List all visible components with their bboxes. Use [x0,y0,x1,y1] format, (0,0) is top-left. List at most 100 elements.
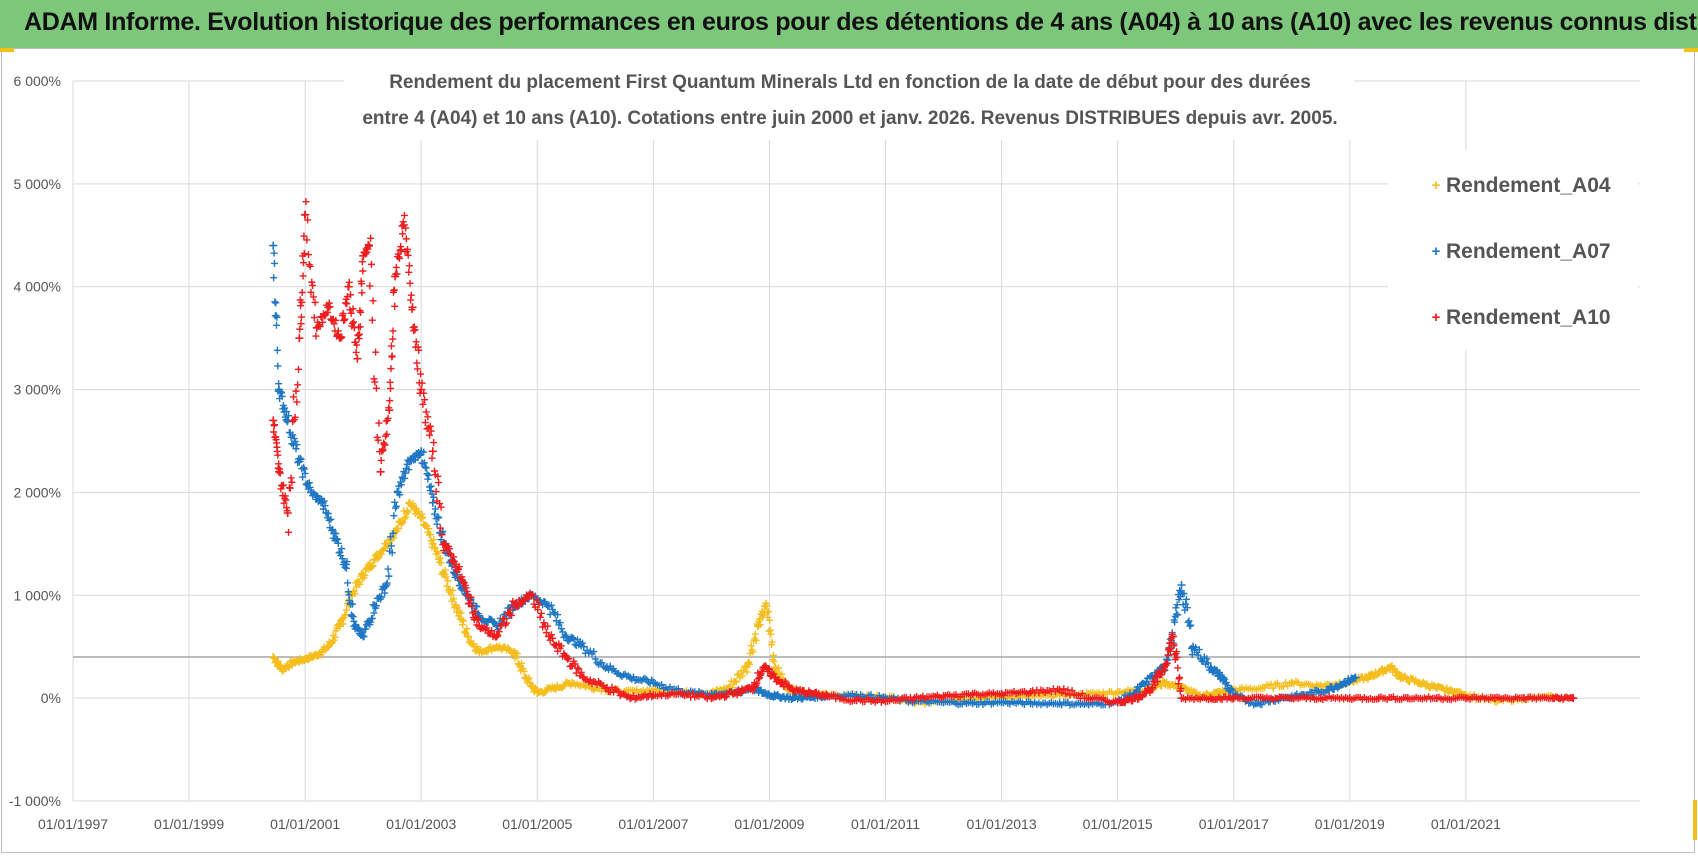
point-rendement-a10 [1177,684,1185,692]
point-rendement-a04 [1269,684,1277,692]
point-rendement-a07 [426,483,434,491]
point-rendement-a07 [334,539,342,547]
point-rendement-a07 [299,473,307,481]
x-tick-label: 01/01/2001 [270,816,340,832]
point-rendement-a10 [300,250,308,258]
point-rendement-a10 [421,396,429,404]
point-rendement-a04 [437,559,445,567]
point-rendement-a10 [309,293,317,301]
y-tick-label: 1 000% [14,587,61,603]
point-rendement-a10 [537,609,545,617]
point-rendement-a10 [435,500,443,508]
banner: ADAM Informe. Evolution historique des p… [0,0,1698,49]
point-rendement-a10 [547,631,555,639]
corner-accent-top-left [0,48,14,52]
point-rendement-a07 [423,470,431,478]
x-tick-label: 01/01/1997 [38,816,108,832]
point-rendement-a10 [446,550,454,558]
point-rendement-a07 [392,502,400,510]
point-rendement-a10 [270,428,278,436]
point-rendement-a10 [356,307,364,315]
point-rendement-a07 [273,313,281,321]
point-rendement-a04 [752,636,760,644]
point-rendement-a07 [557,625,565,633]
point-rendement-a10 [298,288,306,296]
legend-marker-a04: + [1432,177,1441,194]
point-rendement-a10 [412,338,420,346]
point-rendement-a04 [464,633,472,641]
point-rendement-a07 [433,520,441,528]
point-rendement-a10 [391,302,399,310]
point-rendement-a07 [271,298,279,306]
x-tick-label: 01/01/2009 [734,816,804,832]
x-tick-label: 01/01/2013 [967,816,1037,832]
point-rendement-a10 [386,397,394,405]
point-rendement-a10 [385,406,394,415]
point-rendement-a07 [561,631,569,639]
point-rendement-a04 [457,609,465,617]
point-rendement-a10 [384,414,392,422]
point-rendement-a10 [343,300,351,308]
point-rendement-a07 [297,455,305,463]
point-rendement-a04 [746,660,754,668]
point-rendement-a10 [404,251,412,259]
point-rendement-a10 [287,474,295,482]
point-rendement-a04 [404,508,412,516]
point-rendement-a04 [426,530,434,538]
point-rendement-a07 [396,491,404,499]
point-rendement-a10 [332,316,340,324]
point-rendement-a10 [428,447,437,456]
point-rendement-a07 [434,513,442,521]
point-rendement-a07 [274,362,282,370]
point-rendement-a04 [525,674,533,682]
point-rendement-a10 [356,323,364,331]
point-rendement-a10 [383,430,391,438]
point-rendement-a07 [281,404,289,412]
point-rendement-a10 [274,451,282,459]
point-rendement-a07 [306,483,314,491]
point-rendement-a10 [1176,673,1184,681]
point-rendement-a10 [334,327,342,335]
point-rendement-a04 [436,554,444,562]
point-rendement-a10 [358,280,366,288]
point-rendement-a04 [331,633,339,641]
point-rendement-a10 [290,393,298,401]
point-rendement-a10 [324,308,332,316]
point-rendement-a07 [1203,655,1211,663]
point-rendement-a07 [544,602,552,610]
point-rendement-a04 [434,549,442,557]
point-rendement-a10 [432,488,440,496]
point-rendement-a07 [338,545,346,553]
point-rendement-a10 [753,679,761,687]
point-rendement-a07 [272,312,280,320]
point-rendement-a07 [336,548,344,556]
point-rendement-a10 [276,469,284,477]
point-rendement-a07 [289,431,297,439]
point-rendement-a10 [689,689,697,697]
legend: + Rendement_A04 + Rendement_A07 + Rendem… [1388,150,1638,350]
point-rendement-a10 [1173,653,1181,661]
point-rendement-a10 [389,327,397,335]
point-rendement-a10 [1432,694,1441,703]
point-rendement-a10 [435,479,443,487]
point-rendement-a04 [775,664,783,672]
point-rendement-a10 [1170,641,1178,649]
point-rendement-a07 [305,479,313,487]
point-rendement-a07 [547,601,555,609]
point-rendement-a07 [591,655,599,663]
point-rendement-a10 [468,602,476,610]
point-rendement-a04 [762,601,771,610]
point-rendement-a10 [775,676,783,684]
point-rendement-a07 [385,572,393,580]
point-rendement-a10 [1163,659,1171,667]
point-rendement-a10 [564,655,572,663]
point-rendement-a07 [556,619,564,627]
legend-marker-a10: + [1432,309,1441,326]
point-rendement-a04 [732,678,740,686]
point-rendement-a10 [390,286,398,294]
point-rendement-a10 [348,319,356,327]
point-rendement-a10 [422,408,430,416]
point-rendement-a10 [294,381,302,389]
point-rendement-a10 [415,346,423,354]
point-rendement-a10 [325,299,333,307]
